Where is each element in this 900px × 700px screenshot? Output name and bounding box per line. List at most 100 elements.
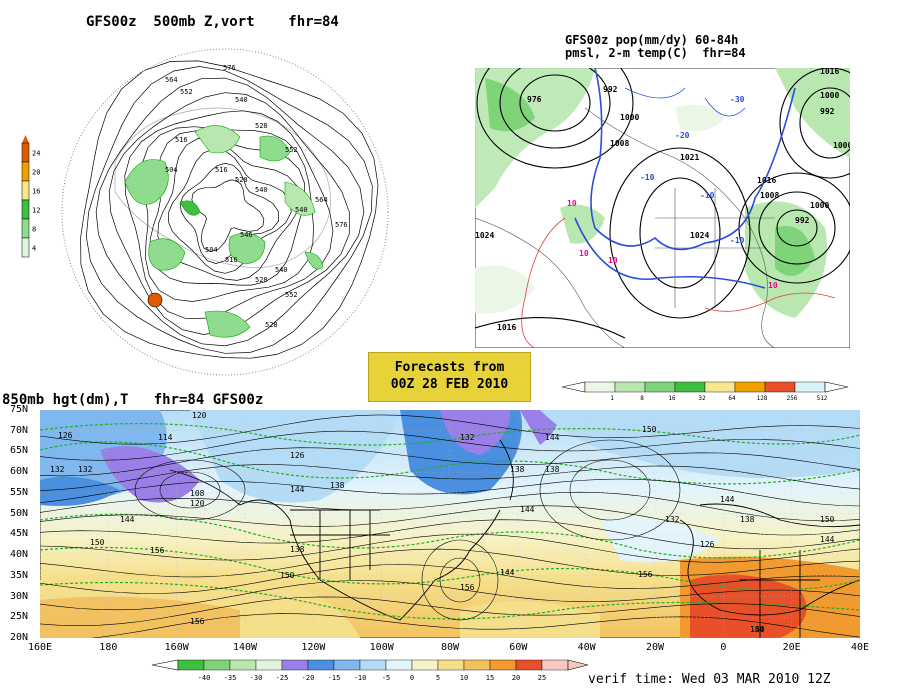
lat-label: 75N — [10, 404, 29, 415]
pop-map-label: -30 — [730, 95, 745, 104]
colorbar-tick: 12 — [32, 207, 40, 215]
h850-contour-label: 156 — [638, 570, 653, 579]
lon-label: 40W — [577, 642, 596, 653]
colorbar-swatch — [21, 161, 30, 182]
pop-map-label: 10 — [567, 199, 577, 208]
h850-contour-label: 144 — [820, 535, 835, 544]
colorbar-end-left — [561, 381, 586, 393]
colorbar-tick: 16 — [668, 395, 676, 402]
pop-map-label: -20 — [675, 131, 690, 140]
colorbar-tick: 24 — [32, 150, 40, 158]
lon-label: 40E — [850, 642, 870, 653]
lat-label: 35N — [10, 569, 29, 581]
colorbar-swatch — [21, 142, 30, 163]
colorbar-tick: -35 — [224, 674, 237, 682]
h850-contour-label: 132 — [665, 515, 680, 524]
panel-500mb-colorbar: 24 20 16 12 8 4 — [21, 135, 40, 258]
panel-pop-map: 1016100099297699210001008102110241008100… — [475, 68, 850, 348]
colorbar-tick: 4 — [32, 245, 36, 253]
contour-label: 540 — [295, 206, 308, 214]
colorbar-tick: 0 — [410, 674, 414, 682]
h850-contour-label: 150 — [642, 425, 657, 434]
colorbar-swatch — [385, 659, 413, 671]
temperature-shading — [40, 410, 860, 638]
lat-label: 25N — [10, 611, 29, 623]
lat-label: 55N — [10, 486, 29, 498]
pop-map-label: 1016 — [497, 323, 516, 332]
pop-map-label: 1021 — [680, 153, 699, 162]
h850-contour-label: 132 — [460, 433, 475, 442]
contour-label: 504 — [205, 246, 218, 254]
colorbar-tick: -20 — [302, 674, 315, 682]
contour-label: 552 — [285, 291, 298, 299]
colorbar-tick: 256 — [787, 395, 798, 402]
colorbar-swatch — [515, 659, 543, 671]
lon-label: 120W — [301, 642, 326, 653]
h850-contour-label: 120 — [190, 499, 205, 508]
colorbar-end-right — [824, 381, 849, 393]
colorbar-swatch — [203, 659, 231, 671]
pop-map-label: 1000 — [620, 113, 639, 122]
badge-line1: Forecasts from — [394, 360, 505, 375]
pop-map-label: 1024 — [690, 231, 709, 240]
pop-map-label: 1008 — [610, 139, 629, 148]
h850-contour-label: 114 — [158, 433, 173, 442]
colorbar-tick: 1 — [610, 395, 614, 402]
h850-contour-label: 144 — [720, 495, 735, 504]
panel-pop-title-line2: pmsl, 2-m temp(C) fhr=84 — [565, 46, 746, 60]
h850-contour-label: 132 — [50, 465, 65, 474]
colorbar-tick: 20 — [512, 674, 520, 682]
colorbar-swatch — [21, 237, 30, 258]
contour-label: 546 — [240, 231, 253, 239]
h850-contour-label: 156 — [150, 546, 165, 555]
lon-label: 80W — [440, 642, 460, 653]
h850-contour-label: 126 — [290, 451, 305, 460]
h850-contour-label: 144 — [290, 485, 305, 494]
panel-pop-title-line1: GFS00z pop(mm/dy) 60-84h — [565, 33, 739, 47]
contour-label: 552 — [285, 146, 298, 154]
contour-label: 516 — [215, 166, 228, 174]
badge-line2: 00Z 28 FEB 2010 — [390, 377, 509, 392]
h850-contour-label: 138 — [330, 481, 345, 490]
colorbar-tick: 8 — [32, 226, 36, 234]
panel-pop-colorbar: 1 8 16 32 64 128 256 512 — [561, 381, 849, 402]
contour-label: 504 — [165, 166, 178, 174]
pop-map-label: 992 — [795, 216, 810, 225]
h850-contour-label: 138 — [545, 465, 560, 474]
lat-label: 65N — [10, 445, 29, 457]
colorbar-swatch — [704, 381, 736, 393]
h850-contour-label: 132 — [78, 465, 93, 474]
pop-map-label: 976 — [527, 95, 542, 104]
lat-label: 20N — [10, 632, 29, 643]
colorbar-swatch — [21, 199, 30, 220]
pop-map-label: 1024 — [475, 231, 494, 240]
colorbar-swatch — [644, 381, 676, 393]
pop-map-label: -10 — [730, 236, 745, 245]
panel-850mb-title: 850mb hgt(dm),T fhr=84 GFS00z — [2, 392, 264, 408]
colorbar-swatch — [541, 659, 569, 671]
colorbar-tick: 128 — [757, 395, 768, 402]
contour-label: 528 — [255, 122, 268, 130]
lon-label: 160W — [164, 642, 189, 653]
contour-label: 516 — [175, 136, 188, 144]
h850-contour-label: 150 — [750, 625, 765, 634]
h850-contour-label: 156 — [460, 583, 475, 592]
h850-contour-label: 144 — [500, 568, 515, 577]
lon-label: 100W — [369, 642, 394, 653]
colorbar-tick: -10 — [354, 674, 367, 682]
colorbar-swatch — [21, 180, 30, 201]
h850-contour-label: 138 — [740, 515, 755, 524]
pop-map-label: 1000 — [820, 91, 839, 100]
forecast-issue-badge: Forecasts from 00Z 28 FEB 2010 — [368, 352, 531, 402]
h850-contour-label: 144 — [750, 625, 765, 634]
contour-label: 564 — [315, 196, 328, 204]
colorbar-swatch — [333, 659, 361, 671]
h850-contour-label: 108 — [190, 489, 205, 498]
pop-map-label: 1000 — [833, 141, 850, 150]
colorbar-tick: 8 — [640, 395, 644, 402]
lat-label: 45N — [10, 528, 29, 540]
colorbar-swatch — [281, 659, 309, 671]
contour-label: 564 — [165, 76, 178, 84]
colorbar-swatch — [307, 659, 335, 671]
